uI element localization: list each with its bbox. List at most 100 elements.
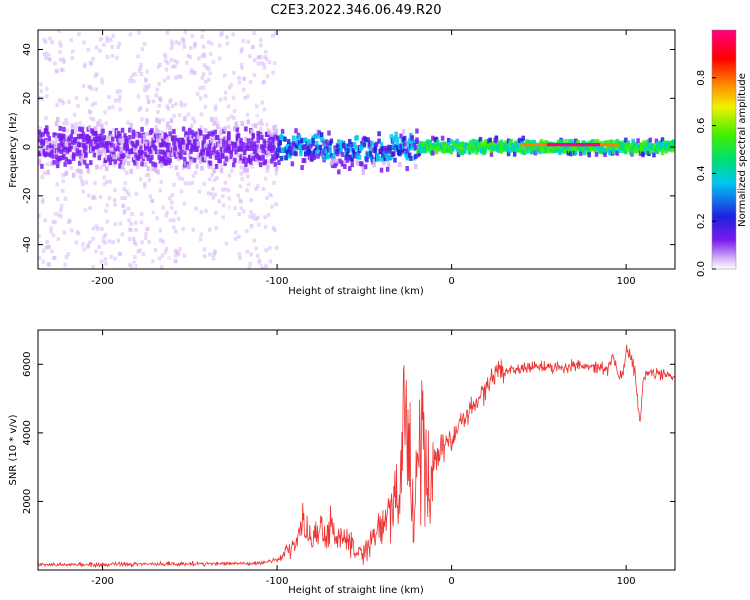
noise-speck (142, 166, 146, 171)
band-cell (87, 138, 92, 144)
band-cell (69, 154, 73, 160)
noise-speck (54, 68, 59, 73)
band-cell (84, 145, 88, 151)
noise-speck (46, 262, 50, 267)
noise-speck (83, 208, 87, 213)
band-cell (224, 156, 229, 162)
noise-speck (96, 226, 100, 231)
noise-speck (136, 70, 140, 75)
band-cell (316, 153, 320, 159)
band-cell (227, 131, 231, 137)
noise-speck (227, 124, 231, 129)
band-cell (478, 136, 483, 142)
noise-speck (198, 45, 202, 50)
noise-speck (61, 88, 65, 93)
band-cell (643, 147, 648, 153)
noise-speck (219, 127, 224, 132)
noise-speck (169, 46, 174, 51)
band-cell (340, 152, 345, 158)
band-cell (213, 151, 218, 157)
noise-speck (236, 109, 241, 114)
noise-speck (108, 62, 113, 67)
band-cell (159, 162, 164, 168)
band-cell (142, 134, 147, 140)
band-cell (229, 154, 234, 160)
noise-speck (254, 246, 258, 251)
noise-speck (260, 122, 264, 127)
band-cell (126, 160, 131, 166)
band-cell (273, 162, 277, 168)
band-cell (393, 157, 397, 163)
band-cell (356, 160, 361, 166)
noise-speck (192, 119, 197, 124)
noise-speck (53, 255, 57, 260)
band-cell (302, 158, 307, 164)
snr-frame (37, 329, 676, 571)
spectrogram-frame (37, 29, 676, 270)
band-cell (207, 131, 212, 137)
band-cell (512, 151, 517, 157)
band-cell (205, 142, 209, 148)
band-cell (75, 147, 80, 153)
band-cell (250, 138, 254, 144)
noise-speck (130, 119, 134, 124)
noise-speck (256, 184, 260, 189)
noise-speck (139, 62, 143, 67)
noise-speck (190, 68, 194, 73)
noise-speck (182, 253, 187, 258)
noise-speck (112, 128, 116, 133)
band-cell (169, 118, 174, 124)
band-cell (156, 129, 160, 135)
noise-speck (58, 50, 62, 55)
band-cell (639, 145, 644, 151)
noise-speck (243, 92, 248, 97)
noise-speck (208, 51, 213, 56)
band-cell (223, 160, 227, 166)
band-cell (410, 134, 414, 140)
band-cell (190, 129, 194, 135)
noise-speck (176, 252, 181, 257)
noise-speck (103, 256, 108, 261)
noise-speck (40, 175, 45, 180)
band-cell (120, 164, 125, 170)
noise-speck (114, 173, 119, 178)
noise-speck (60, 188, 65, 193)
noise-speck (123, 195, 127, 200)
band-cell (150, 128, 154, 134)
band-cell (187, 152, 192, 158)
band-cell (373, 145, 378, 151)
noise-speck (94, 224, 99, 229)
noise-speck (137, 30, 141, 35)
noise-speck (101, 238, 105, 243)
noise-speck (227, 196, 231, 201)
band-cell (349, 146, 353, 152)
noise-speck (165, 104, 169, 109)
band-cell (117, 140, 121, 146)
noise-speck (67, 219, 71, 224)
band-cell (389, 144, 394, 150)
band-cell (508, 147, 512, 153)
noise-speck (251, 216, 256, 221)
noise-speck (189, 45, 193, 50)
noise-speck (128, 79, 132, 84)
noise-speck (80, 182, 85, 187)
band-cell (578, 150, 583, 156)
noise-speck (84, 211, 88, 216)
noise-speck (140, 117, 144, 122)
noise-speck (233, 206, 237, 211)
band-cell (391, 143, 396, 149)
band-cell (402, 141, 407, 147)
band-cell (267, 130, 271, 136)
band-cell (234, 142, 238, 148)
band-cell (332, 153, 336, 159)
noise-speck (134, 227, 138, 232)
noise-speck (217, 56, 222, 61)
noise-speck (249, 198, 254, 203)
noise-speck (53, 61, 57, 66)
noise-speck (127, 192, 131, 197)
noise-speck (89, 61, 94, 66)
noise-speck (90, 102, 95, 107)
noise-speck (61, 173, 65, 178)
snr-y-tick-label: 6000 (22, 352, 33, 377)
band-cell (51, 140, 55, 146)
